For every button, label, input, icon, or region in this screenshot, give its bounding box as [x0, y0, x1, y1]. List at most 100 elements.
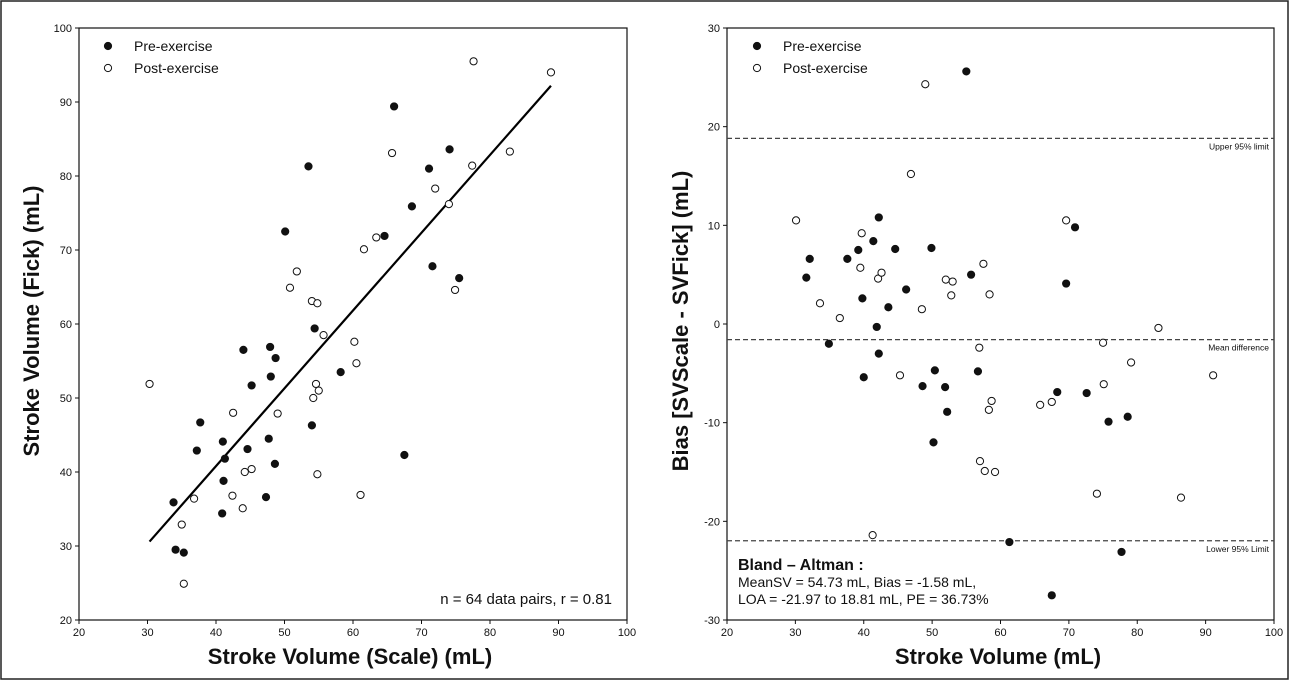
tick-group: 20 30 40 50 60 70 80 90 100 -30 -20 -10 0 10 20 30	[704, 23, 1283, 639]
data-point-pre-exercise	[218, 509, 227, 518]
data-point-pre-exercise	[1047, 591, 1056, 600]
point-group	[791, 67, 1218, 600]
data-point-pre-exercise	[872, 322, 881, 332]
data-point-post-exercise	[1036, 400, 1045, 410]
x-tick-label: 20	[721, 627, 733, 639]
data-point-post-exercise	[356, 490, 365, 500]
y-tick-label: 10	[708, 220, 720, 232]
data-point-pre-exercise	[843, 254, 852, 263]
data-point-post-exercise	[984, 405, 993, 414]
data-point-post-exercise	[815, 299, 825, 308]
data-point-pre-exercise	[171, 545, 180, 554]
data-point-pre-exercise	[1082, 388, 1091, 398]
x-tick-label: 60	[347, 627, 359, 639]
y-tick-label: 20	[708, 122, 720, 134]
legend-label-pre-exercise: Pre-exercise	[134, 38, 213, 54]
data-point-pre-exercise	[428, 262, 437, 271]
data-point-pre-exercise	[400, 450, 409, 460]
data-point-post-exercise	[1062, 216, 1071, 225]
legend-label-pre-exercise: Pre-exercise	[783, 38, 862, 54]
x-tick-label: 40	[858, 627, 870, 639]
scatter-panel-fick-vs-scale: 20 30 40 50 60 70 80 90 100 20 30 40 50 60 70 80 90 100 P…	[19, 23, 636, 669]
data-point-post-exercise	[179, 579, 188, 588]
data-point-post-exercise	[352, 359, 361, 368]
data-point-post-exercise	[468, 161, 477, 170]
data-point-post-exercise	[314, 386, 323, 395]
data-point-pre-exercise	[805, 254, 814, 263]
tick-group: 20 30 40 50 60 70 80 90 100 20 30 40 50 60 70 80 90 100	[54, 23, 637, 639]
data-point-pre-exercise	[445, 145, 454, 154]
data-point-pre-exercise	[390, 102, 399, 111]
data-point-post-exercise	[895, 371, 905, 380]
data-point-pre-exercise	[874, 349, 883, 358]
data-point-post-exercise	[835, 313, 844, 323]
data-point-post-exercise	[372, 233, 381, 242]
data-point-post-exercise	[238, 504, 247, 513]
data-point-post-exercise	[311, 379, 321, 389]
data-point-post-exercise	[313, 470, 322, 479]
data-point-post-exercise	[979, 259, 988, 268]
data-point-pre-exercise	[874, 213, 883, 222]
data-point-pre-exercise	[179, 548, 188, 557]
x-tick-label: 80	[484, 627, 496, 639]
x-tick-label: 60	[994, 627, 1006, 639]
legend-marker-pre-exercise	[103, 41, 113, 51]
data-point-post-exercise	[1099, 380, 1108, 389]
data-point-post-exercise	[145, 379, 154, 389]
data-point-post-exercise	[1154, 323, 1163, 333]
data-point-post-exercise	[285, 283, 295, 292]
x-tick-label: 100	[1265, 627, 1283, 639]
data-point-post-exercise	[987, 396, 996, 406]
data-point-post-exercise	[921, 80, 930, 89]
data-point-post-exercise	[1092, 489, 1102, 498]
legend-marker-pre-exercise	[752, 41, 762, 51]
data-point-pre-exercise	[930, 366, 939, 375]
data-point-pre-exercise	[929, 438, 938, 447]
data-point-pre-exercise	[918, 382, 927, 391]
legend: Pre-exercise Post-exercise	[103, 38, 219, 76]
x-tick-label: 50	[278, 627, 290, 639]
data-point-post-exercise	[985, 290, 994, 299]
data-point-pre-exercise	[1117, 547, 1126, 557]
data-point-pre-exercise	[1053, 387, 1062, 397]
data-point-post-exercise	[975, 457, 985, 466]
data-point-post-exercise	[309, 393, 318, 403]
data-point-post-exercise	[273, 409, 282, 418]
data-point-pre-exercise	[281, 227, 290, 236]
y-axis-label: Stroke Volume (Fick) (mL)	[19, 186, 44, 457]
data-point-post-exercise	[247, 464, 256, 474]
data-point-post-exercise	[857, 229, 866, 238]
data-point-post-exercise	[359, 245, 369, 254]
data-point-post-exercise	[941, 275, 950, 284]
data-point-pre-exercise	[243, 444, 252, 454]
y-axis-label: Bias [SVScale - SVFick] (mL)	[668, 171, 693, 472]
data-point-pre-exercise	[239, 345, 248, 354]
y-tick-label: 90	[60, 97, 72, 109]
data-point-pre-exercise	[802, 273, 811, 282]
data-point-pre-exercise	[380, 231, 389, 241]
data-point-pre-exercise	[927, 243, 936, 253]
data-point-pre-exercise	[264, 434, 273, 443]
data-point-pre-exercise	[824, 339, 833, 348]
data-point-post-exercise	[431, 184, 440, 193]
data-point-post-exercise	[240, 467, 249, 477]
data-point-post-exercise	[1047, 397, 1056, 407]
data-point-pre-exercise	[336, 368, 345, 377]
x-axis-label: Stroke Volume (mL)	[895, 644, 1101, 669]
data-point-post-exercise	[350, 337, 359, 346]
summary-line-1: MeanSV = 54.73 mL, Bias = -1.58 mL,	[738, 574, 976, 590]
data-point-post-exercise	[874, 274, 883, 283]
annotation-n-r: n = 64 data pairs, r = 0.81	[440, 591, 612, 608]
data-point-pre-exercise	[891, 244, 900, 254]
legend-marker-post-exercise	[752, 63, 762, 73]
data-point-pre-exercise	[266, 342, 275, 352]
data-point-pre-exercise	[196, 418, 205, 427]
data-point-pre-exercise	[1062, 279, 1071, 288]
y-tick-label: 70	[60, 245, 72, 257]
summary-title: Bland – Altman :	[738, 557, 864, 574]
data-point-post-exercise	[313, 299, 322, 308]
x-tick-label: 30	[141, 627, 153, 639]
x-tick-label: 70	[415, 627, 427, 639]
data-point-pre-exercise	[869, 237, 878, 246]
